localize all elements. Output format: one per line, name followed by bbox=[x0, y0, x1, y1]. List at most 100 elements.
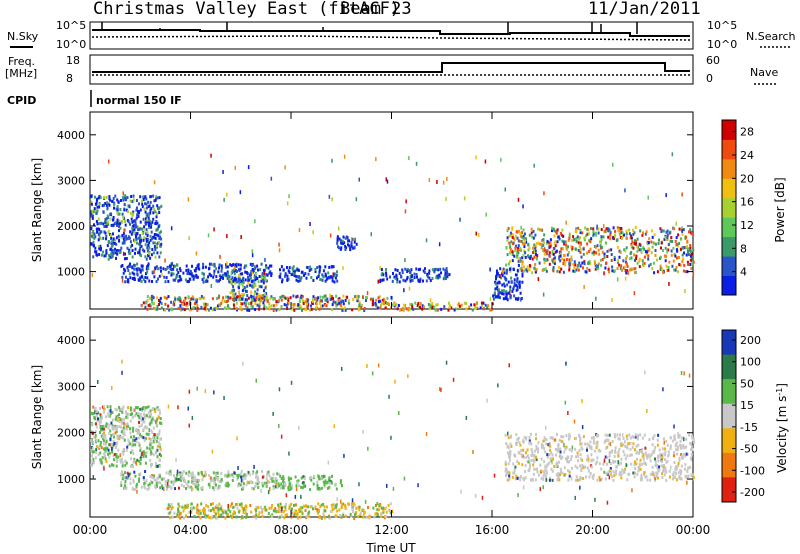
echo-cell bbox=[629, 268, 632, 272]
echo-cell bbox=[301, 297, 304, 301]
echo-cell bbox=[346, 295, 349, 299]
echo-cell bbox=[146, 299, 149, 302]
echo-cell bbox=[314, 270, 317, 273]
echo-cell bbox=[691, 434, 693, 438]
echo-cell bbox=[142, 198, 145, 202]
echo-cell bbox=[636, 261, 639, 265]
echo-cell bbox=[670, 253, 673, 257]
echo-cell bbox=[160, 306, 163, 310]
echo-cell bbox=[257, 293, 260, 297]
echo-cell bbox=[561, 239, 564, 243]
echo-cell bbox=[109, 198, 112, 202]
echo-cell bbox=[295, 484, 298, 488]
echo-cell bbox=[592, 230, 595, 234]
echo-cell bbox=[642, 231, 644, 235]
echo-cell bbox=[141, 275, 144, 279]
echo-cell bbox=[685, 235, 687, 239]
echo-cell bbox=[618, 229, 621, 233]
echo-cell bbox=[208, 483, 211, 487]
echo-cell bbox=[151, 237, 153, 241]
echo-cell bbox=[261, 481, 264, 485]
echo-cell bbox=[421, 307, 424, 311]
echo-cell bbox=[146, 214, 149, 218]
echo-cell bbox=[101, 405, 104, 409]
velocity-colorbar-swatch bbox=[722, 428, 736, 454]
echo-cell bbox=[150, 429, 153, 433]
echo-cell bbox=[262, 268, 265, 272]
echo-cell bbox=[136, 212, 139, 216]
echo-cell bbox=[492, 294, 495, 298]
echo-cell bbox=[196, 503, 199, 507]
echo-cell bbox=[599, 258, 602, 262]
echo-cell bbox=[98, 222, 101, 225]
echo-cell bbox=[686, 245, 689, 248]
echo-cell bbox=[133, 267, 136, 271]
echo-cell bbox=[187, 296, 190, 300]
echo-cell bbox=[116, 252, 119, 256]
echo-cell bbox=[156, 455, 159, 459]
echo-cell bbox=[587, 228, 589, 232]
echo-cell bbox=[158, 443, 161, 447]
echo-cell bbox=[559, 450, 562, 454]
echo-cell bbox=[581, 261, 584, 265]
echo-cell bbox=[282, 294, 285, 298]
noise-cell bbox=[404, 209, 407, 214]
echo-cell bbox=[594, 251, 597, 255]
echo-cell bbox=[596, 456, 599, 460]
echo-cell bbox=[146, 270, 149, 274]
echo-cell bbox=[612, 226, 615, 230]
echo-cell bbox=[284, 482, 286, 486]
echo-cell bbox=[108, 195, 111, 199]
echo-cell bbox=[105, 221, 108, 225]
echo-cell bbox=[289, 296, 292, 300]
echo-cell bbox=[148, 221, 150, 225]
echo-cell bbox=[110, 252, 113, 256]
echo-cell bbox=[301, 308, 303, 312]
power-colorbar-label: 12 bbox=[740, 219, 754, 232]
echo-cell bbox=[333, 506, 336, 510]
echo-cell bbox=[140, 244, 143, 248]
noise-cell bbox=[278, 387, 281, 392]
echo-cell bbox=[94, 250, 97, 254]
echo-cell bbox=[567, 478, 570, 482]
echo-cell bbox=[347, 243, 349, 247]
echo-cell bbox=[115, 427, 118, 431]
echo-cell bbox=[596, 460, 599, 464]
echo-cell bbox=[620, 264, 623, 268]
echo-cell bbox=[681, 260, 684, 264]
echo-cell bbox=[688, 230, 690, 234]
echo-cell bbox=[221, 299, 224, 303]
echo-cell bbox=[103, 196, 106, 200]
echo-cell bbox=[624, 457, 627, 461]
echo-cell bbox=[126, 246, 129, 250]
echo-cell bbox=[284, 274, 286, 278]
echo-cell bbox=[122, 231, 125, 235]
echo-cell bbox=[190, 272, 193, 276]
echo-cell bbox=[301, 295, 304, 299]
echo-cell bbox=[125, 486, 128, 490]
echo-cell bbox=[202, 262, 205, 266]
echo-cell bbox=[318, 476, 321, 480]
echo-cell bbox=[157, 277, 159, 281]
echo-cell bbox=[143, 412, 145, 416]
echo-cell bbox=[336, 241, 339, 245]
echo-cell bbox=[141, 264, 144, 268]
echo-cell bbox=[156, 251, 159, 255]
echo-cell bbox=[91, 217, 94, 220]
echo-cell bbox=[263, 279, 266, 283]
echo-cell bbox=[520, 475, 522, 479]
echo-cell bbox=[659, 255, 662, 259]
noise-cell bbox=[226, 261, 228, 266]
echo-cell bbox=[525, 436, 528, 440]
echo-cell bbox=[618, 255, 621, 259]
echo-cell bbox=[255, 473, 258, 477]
noise-cell bbox=[171, 261, 173, 266]
echo-cell bbox=[340, 506, 343, 509]
echo-cell bbox=[231, 276, 234, 280]
echo-cell bbox=[104, 221, 107, 225]
echo-cell bbox=[155, 220, 158, 223]
echo-cell bbox=[343, 306, 346, 310]
noise-cell bbox=[539, 487, 541, 492]
echo-cell bbox=[607, 229, 610, 233]
noise-cell bbox=[188, 236, 190, 241]
